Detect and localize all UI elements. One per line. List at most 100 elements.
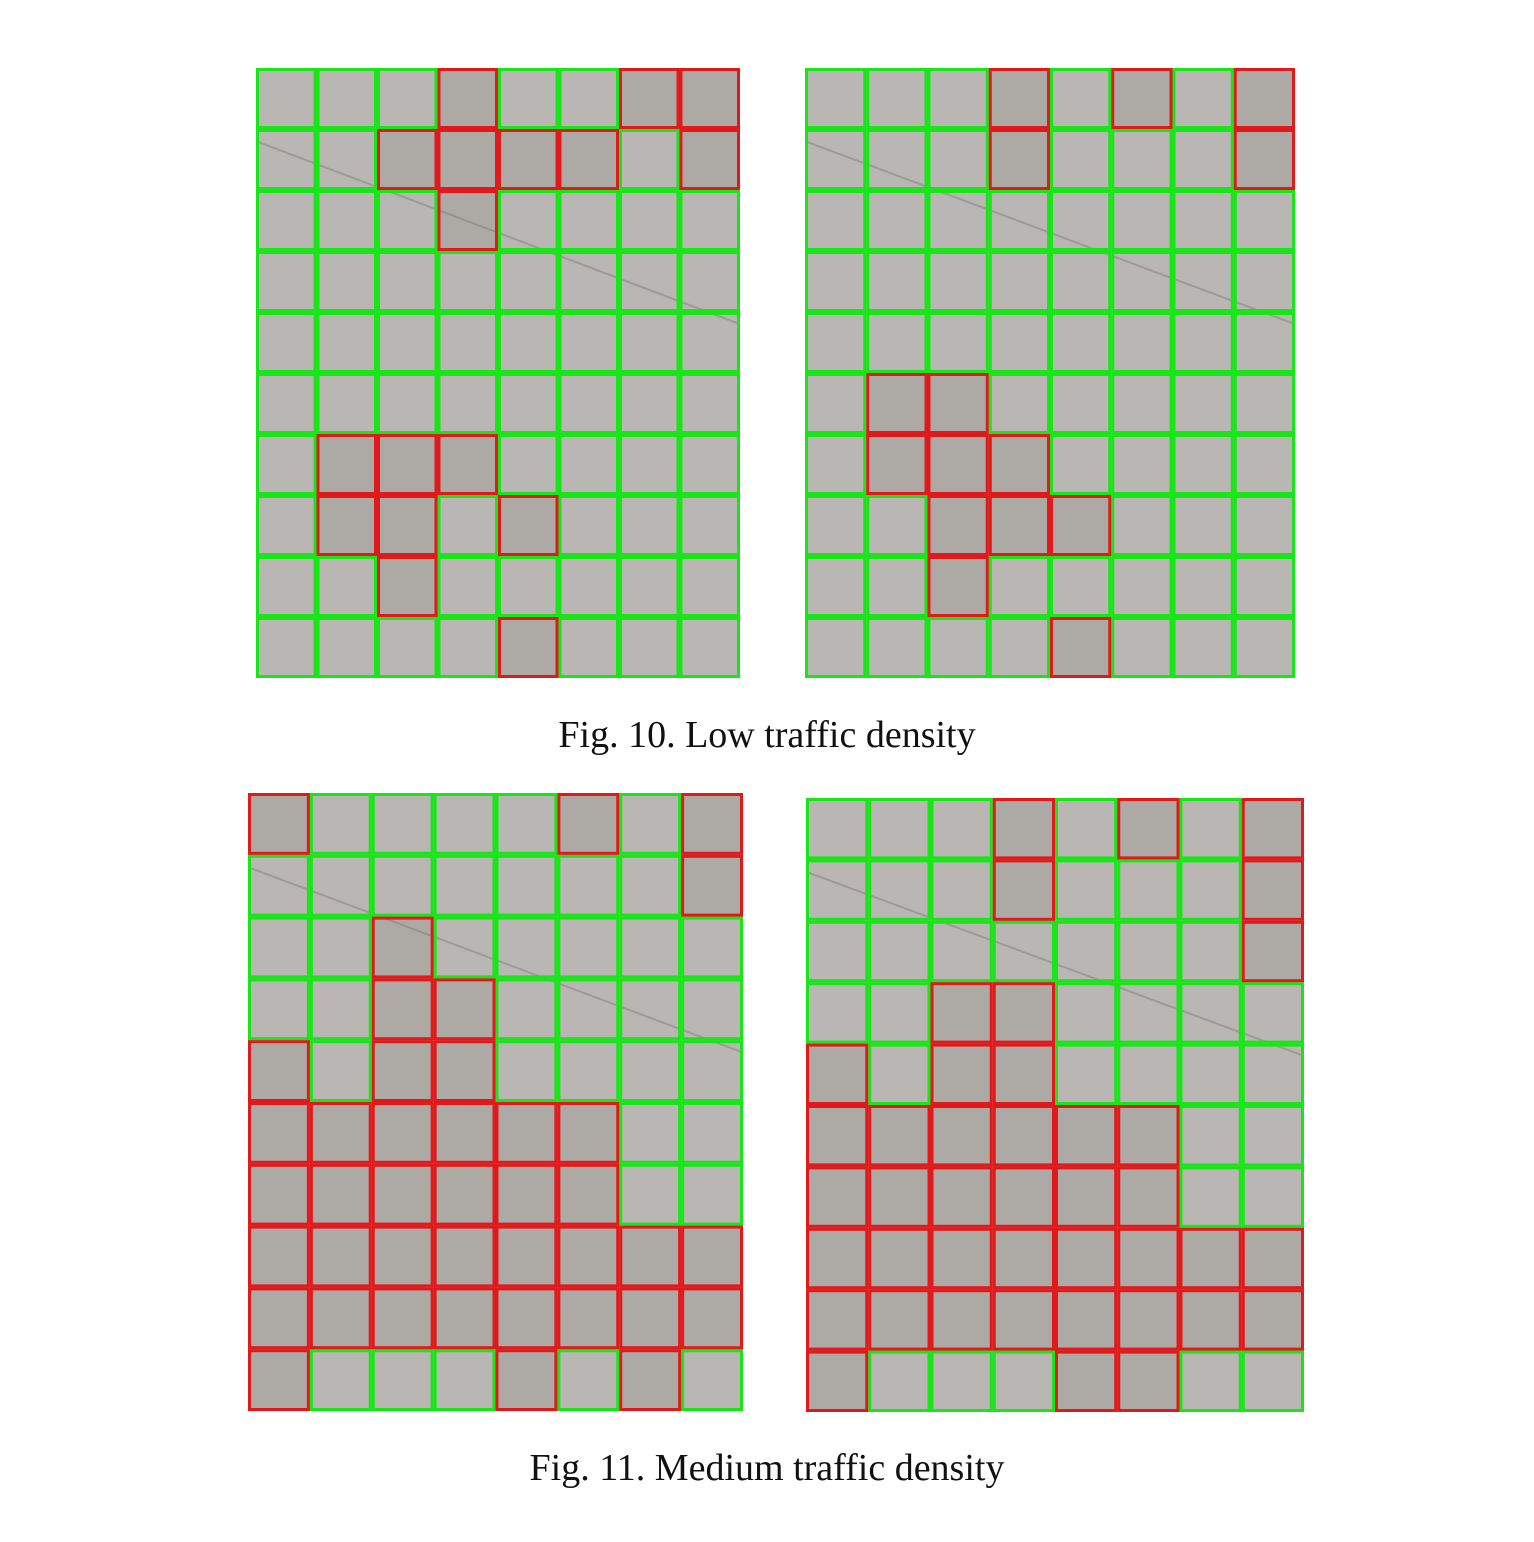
free-cell	[1179, 920, 1242, 983]
occupied-cell	[1111, 68, 1173, 129]
free-cell	[433, 793, 496, 855]
occupied-cell	[498, 617, 559, 678]
occupied-cell	[866, 434, 928, 495]
free-cell	[679, 495, 740, 556]
free-cell	[558, 373, 619, 434]
occupied-cell	[930, 1289, 993, 1351]
occupied-cell	[371, 1225, 434, 1288]
free-cell	[619, 312, 680, 373]
occupied-cell	[806, 1289, 869, 1351]
free-cell	[371, 793, 434, 855]
medium-density-frame-b	[806, 798, 1304, 1412]
occupied-cell	[557, 1163, 620, 1226]
free-cell	[371, 1349, 434, 1411]
free-cell	[988, 373, 1050, 434]
occupied-cell	[681, 1225, 743, 1288]
free-cell	[992, 1350, 1055, 1412]
free-cell	[433, 916, 496, 979]
occupied-cell	[495, 1102, 558, 1164]
occupied-cell	[1233, 129, 1295, 190]
free-cell	[988, 556, 1050, 617]
free-cell	[377, 617, 438, 678]
free-cell	[679, 556, 740, 617]
occupied-cell	[1117, 1227, 1180, 1290]
free-cell	[988, 312, 1050, 373]
occupied-cell	[1241, 1227, 1304, 1290]
occupied-cell	[433, 1225, 496, 1288]
occupied-cell	[248, 1287, 310, 1350]
free-cell	[558, 190, 619, 251]
detection-grid	[805, 68, 1295, 678]
free-cell	[495, 916, 558, 979]
occupied-cell	[1233, 68, 1295, 129]
free-cell	[1233, 434, 1295, 495]
occupied-cell	[992, 1043, 1055, 1106]
free-cell	[988, 190, 1050, 251]
free-cell	[377, 251, 438, 312]
free-cell	[1172, 190, 1234, 251]
occupied-cell	[1117, 798, 1180, 860]
occupied-cell	[868, 1166, 931, 1228]
free-cell	[248, 978, 310, 1041]
free-cell	[256, 68, 317, 129]
free-cell	[681, 916, 743, 979]
free-cell	[1111, 495, 1173, 556]
free-cell	[805, 68, 867, 129]
occupied-cell	[316, 434, 377, 495]
free-cell	[256, 190, 317, 251]
occupied-cell	[1055, 1289, 1118, 1351]
free-cell	[498, 251, 559, 312]
free-cell	[619, 793, 682, 855]
free-cell	[619, 190, 680, 251]
occupied-cell	[679, 68, 740, 129]
occupied-cell	[619, 1287, 682, 1350]
occupied-cell	[992, 1227, 1055, 1290]
free-cell	[1179, 982, 1242, 1044]
low-density-frame-a	[256, 68, 740, 678]
detection-grid	[248, 793, 743, 1411]
free-cell	[619, 251, 680, 312]
free-cell	[1179, 1166, 1242, 1228]
occupied-cell	[316, 495, 377, 556]
occupied-cell	[868, 1289, 931, 1351]
occupied-cell	[557, 1287, 620, 1350]
occupied-cell	[309, 1287, 372, 1350]
free-cell	[371, 854, 434, 917]
occupied-cell	[1117, 1350, 1180, 1412]
free-cell	[1179, 1043, 1242, 1106]
free-cell	[558, 556, 619, 617]
free-cell	[558, 495, 619, 556]
free-cell	[679, 190, 740, 251]
free-cell	[1050, 312, 1112, 373]
free-cell	[1179, 798, 1242, 860]
occupied-cell	[930, 1105, 993, 1167]
free-cell	[1055, 1043, 1118, 1106]
occupied-cell	[992, 798, 1055, 860]
free-cell	[1111, 373, 1173, 434]
free-cell	[927, 129, 989, 190]
free-cell	[927, 68, 989, 129]
free-cell	[679, 312, 740, 373]
free-cell	[1111, 434, 1173, 495]
occupied-cell	[377, 556, 438, 617]
free-cell	[557, 854, 620, 917]
free-cell	[866, 617, 928, 678]
free-cell	[1179, 859, 1242, 921]
free-cell	[316, 251, 377, 312]
free-cell	[1172, 556, 1234, 617]
occupied-cell	[1050, 495, 1112, 556]
free-cell	[930, 798, 993, 860]
free-cell	[930, 1350, 993, 1412]
occupied-cell	[248, 1102, 310, 1164]
occupied-cell	[371, 978, 434, 1041]
free-cell	[498, 434, 559, 495]
occupied-cell	[988, 68, 1050, 129]
free-cell	[498, 373, 559, 434]
occupied-cell	[1179, 1227, 1242, 1290]
occupied-cell	[437, 129, 498, 190]
free-cell	[806, 798, 869, 860]
occupied-cell	[930, 1227, 993, 1290]
free-cell	[309, 854, 372, 917]
occupied-cell	[371, 1040, 434, 1102]
free-cell	[316, 68, 377, 129]
